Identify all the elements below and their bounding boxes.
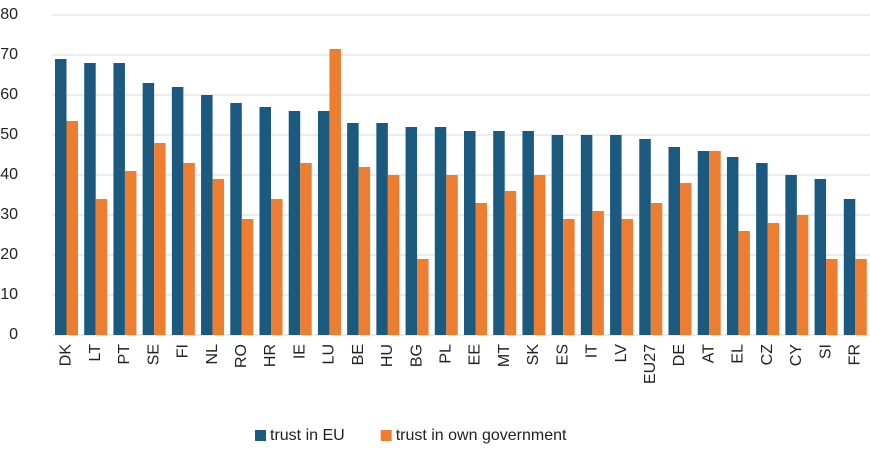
bar xyxy=(610,135,622,335)
bar xyxy=(796,215,809,335)
bar xyxy=(95,199,108,335)
bar xyxy=(154,143,166,335)
bar xyxy=(358,167,371,335)
x-tick-label: LT xyxy=(87,344,104,362)
legend-label: trust in EU xyxy=(270,427,345,444)
x-tick-label: LV xyxy=(613,344,630,363)
legend-swatch xyxy=(380,430,392,441)
x-tick-label: HR xyxy=(262,344,279,367)
bar xyxy=(387,175,400,335)
bar xyxy=(493,131,505,335)
bar xyxy=(738,231,750,335)
x-tick-label: AT xyxy=(700,344,717,363)
bar xyxy=(464,131,476,335)
bar xyxy=(639,139,651,335)
x-tick-label: BG xyxy=(408,344,425,367)
bar xyxy=(650,203,663,335)
bar xyxy=(171,87,184,335)
bar xyxy=(66,121,78,335)
bar xyxy=(230,103,242,335)
bar xyxy=(300,163,312,335)
bar xyxy=(826,259,838,335)
x-tick-label: SK xyxy=(525,344,542,366)
bar xyxy=(504,191,517,335)
bar xyxy=(726,157,739,335)
bar xyxy=(533,175,546,335)
x-tick-label: CY xyxy=(788,344,805,367)
bar xyxy=(113,63,125,335)
bar xyxy=(124,171,137,335)
bar xyxy=(434,127,447,335)
x-tick-label: DK xyxy=(58,344,75,367)
bar xyxy=(55,59,67,335)
bar xyxy=(767,223,780,335)
bar xyxy=(212,179,225,335)
bar xyxy=(621,219,634,335)
bar xyxy=(814,179,827,335)
x-tick-label: IE xyxy=(291,344,308,359)
x-tick-label: SI xyxy=(817,344,834,359)
bar xyxy=(563,219,575,335)
bar xyxy=(347,123,359,335)
x-tick-label: IT xyxy=(584,344,601,358)
bar xyxy=(317,111,330,335)
y-tick-label: 70 xyxy=(0,46,18,63)
bar xyxy=(475,203,487,335)
x-tick-label: EU27 xyxy=(642,344,659,384)
x-tick-label: PL xyxy=(438,344,455,364)
bar xyxy=(142,83,155,335)
bar xyxy=(446,175,458,335)
x-tick-label: DE xyxy=(671,344,688,366)
x-tick-label: MT xyxy=(496,344,513,367)
bar xyxy=(259,107,271,335)
bar xyxy=(376,123,388,335)
x-tick-label: FR xyxy=(847,344,864,365)
x-tick-label: SE xyxy=(145,344,162,365)
legend-swatch xyxy=(255,430,266,441)
bar xyxy=(580,135,593,335)
bar xyxy=(84,63,96,335)
x-tick-label: HU xyxy=(379,344,396,367)
bar xyxy=(329,49,341,335)
x-tick-label: RO xyxy=(233,344,250,368)
bar xyxy=(405,127,418,335)
bar xyxy=(709,151,721,335)
x-tick-label: NL xyxy=(204,344,221,365)
x-tick-label: LU xyxy=(321,344,338,364)
bar xyxy=(855,259,867,335)
x-tick-label: BE xyxy=(350,344,367,365)
x-tick-label: PT xyxy=(116,344,133,365)
bar xyxy=(785,175,797,335)
bar xyxy=(201,95,213,335)
y-tick-label: 50 xyxy=(0,126,18,143)
bar xyxy=(241,219,254,335)
y-tick-label: 20 xyxy=(0,246,18,263)
bar xyxy=(697,151,710,335)
y-tick-label: 10 xyxy=(0,286,18,303)
legend-label: trust in own government xyxy=(396,427,567,444)
bar xyxy=(680,183,692,335)
bar xyxy=(288,111,301,335)
x-tick-label: FI xyxy=(175,344,192,358)
x-tick-label: EE xyxy=(467,344,484,365)
bar xyxy=(551,135,564,335)
bar xyxy=(522,131,534,335)
x-tick-label: ES xyxy=(554,344,571,365)
y-tick-label: 40 xyxy=(0,166,18,183)
x-tick-label: CZ xyxy=(759,344,776,366)
bar xyxy=(756,163,768,335)
y-tick-label: 80 xyxy=(0,6,18,23)
bar xyxy=(843,199,856,335)
bar xyxy=(271,199,283,335)
y-tick-label: 30 xyxy=(0,206,18,223)
bar xyxy=(183,163,195,335)
bar xyxy=(592,211,604,335)
bar xyxy=(417,259,429,335)
y-tick-label: 60 xyxy=(0,86,18,103)
x-tick-label: EL xyxy=(730,344,747,364)
bar xyxy=(668,147,680,335)
y-tick-label: 0 xyxy=(9,326,18,343)
